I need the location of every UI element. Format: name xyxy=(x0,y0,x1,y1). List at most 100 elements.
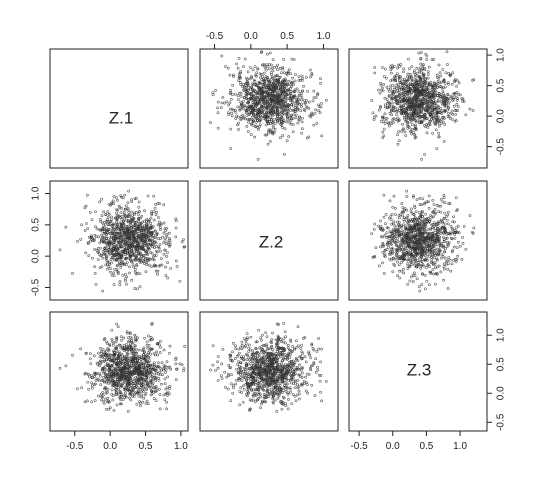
point-r2-c1 xyxy=(175,259,178,263)
point-r1-c3 xyxy=(426,70,430,73)
point-r1-c2 xyxy=(276,63,279,67)
point-r2-c1 xyxy=(133,231,137,235)
point-r1-c2 xyxy=(251,104,255,108)
point-r2-c1 xyxy=(156,269,160,273)
point-r2-c1 xyxy=(110,202,114,206)
point-r2-c1 xyxy=(101,256,105,260)
point-r2-c1 xyxy=(98,246,102,250)
point-r2-c1 xyxy=(143,209,146,213)
point-r1-c2 xyxy=(245,125,249,128)
point-r1-c3 xyxy=(405,115,409,119)
point-r1-c2 xyxy=(229,147,233,150)
point-r1-c3 xyxy=(396,119,400,123)
point-r1-c2 xyxy=(270,75,274,79)
point-r2-c1 xyxy=(90,218,94,221)
point-r1-c2 xyxy=(237,121,240,125)
point-r1-c2 xyxy=(301,127,304,131)
point-r1-c3 xyxy=(413,73,417,76)
point-r2-c3 xyxy=(446,268,450,271)
point-r1-c2 xyxy=(237,72,241,76)
point-r1-c3 xyxy=(426,73,430,76)
point-r2-c1 xyxy=(129,210,133,214)
point-r1-c2 xyxy=(281,126,284,129)
point-r1-c2 xyxy=(265,106,268,109)
point-r1-c3 xyxy=(397,130,401,133)
point-r1-c2 xyxy=(277,78,281,81)
point-r1-c2 xyxy=(236,94,240,98)
point-r1-c2 xyxy=(249,122,253,126)
point-r1-c2 xyxy=(241,115,245,119)
point-r1-c2 xyxy=(296,95,300,99)
point-r3-c1 xyxy=(136,336,139,340)
point-r1-c3 xyxy=(450,117,454,121)
point-r1-c2 xyxy=(249,97,252,101)
point-r3-c1 xyxy=(111,394,115,398)
point-r1-c3 xyxy=(382,127,386,131)
point-r2-c1 xyxy=(153,206,157,210)
point-r1-c2 xyxy=(258,119,262,123)
point-r1-c3 xyxy=(395,109,399,113)
point-r1-c2 xyxy=(290,85,293,88)
point-r3-c1 xyxy=(126,410,130,413)
point-r1-c2 xyxy=(297,93,301,97)
point-r2-c1 xyxy=(162,221,166,225)
point-r1-c2 xyxy=(255,96,259,99)
point-r1-c3 xyxy=(434,123,437,127)
point-r1-c3 xyxy=(390,107,393,111)
point-r2-c1 xyxy=(137,220,141,223)
point-r1-c2 xyxy=(263,89,267,93)
point-r3-c1 xyxy=(112,343,115,347)
point-r1-c2 xyxy=(244,117,247,121)
point-r1-c3 xyxy=(413,69,416,73)
point-r1-c3 xyxy=(388,124,391,128)
point-r1-c2 xyxy=(288,92,292,96)
point-r2-c3 xyxy=(427,194,431,198)
point-r1-c2 xyxy=(315,122,319,125)
point-r2-c1 xyxy=(100,214,104,218)
point-r1-c3 xyxy=(387,89,391,93)
point-r3-c1 xyxy=(125,350,129,353)
point-r1-c3 xyxy=(427,65,431,69)
point-r1-c3 xyxy=(374,114,378,118)
point-r3-c1 xyxy=(92,354,96,358)
point-r3-c1 xyxy=(135,402,139,406)
point-r2-c1 xyxy=(116,224,119,228)
point-r1-c2 xyxy=(259,114,262,118)
panel-box-r3-c2 xyxy=(199,311,339,432)
point-r1-c3 xyxy=(410,98,414,101)
point-r1-c3 xyxy=(445,96,448,100)
point-r2-c1 xyxy=(159,225,162,229)
point-r1-c3 xyxy=(408,94,411,97)
point-r1-c2 xyxy=(276,109,279,112)
point-r2-c1 xyxy=(125,275,129,279)
point-r2-c3 xyxy=(468,214,472,217)
point-r3-c1 xyxy=(99,383,103,387)
point-r2-c1 xyxy=(102,210,105,214)
point-r2-c3 xyxy=(426,228,430,231)
x-tick-label-c3-0: -0.5 xyxy=(350,441,368,452)
point-r1-c2 xyxy=(300,89,304,93)
point-r1-c3 xyxy=(421,80,425,84)
point-r1-c3 xyxy=(443,109,447,112)
point-r2-c1 xyxy=(126,249,130,252)
point-r2-c1 xyxy=(94,210,97,214)
point-r1-c3 xyxy=(406,83,410,87)
point-r1-c3 xyxy=(407,57,410,61)
point-r1-c2 xyxy=(276,98,279,101)
point-r2-c3 xyxy=(382,272,386,275)
point-r1-c3 xyxy=(390,66,394,70)
point-r2-c1 xyxy=(154,244,158,248)
point-r3-c1 xyxy=(115,322,119,326)
point-r2-c1 xyxy=(84,222,88,225)
point-r1-c3 xyxy=(441,115,445,119)
point-r1-c2 xyxy=(252,78,256,82)
point-r3-c1 xyxy=(58,367,62,370)
point-r1-c3 xyxy=(415,66,419,70)
point-r1-c3 xyxy=(428,83,431,87)
point-r3-c1 xyxy=(154,399,158,402)
point-r2-c1 xyxy=(160,263,164,267)
point-r1-c2 xyxy=(244,92,248,96)
point-r1-c3 xyxy=(431,104,434,108)
point-r2-c3 xyxy=(409,210,413,214)
point-r2-c1 xyxy=(118,262,122,266)
